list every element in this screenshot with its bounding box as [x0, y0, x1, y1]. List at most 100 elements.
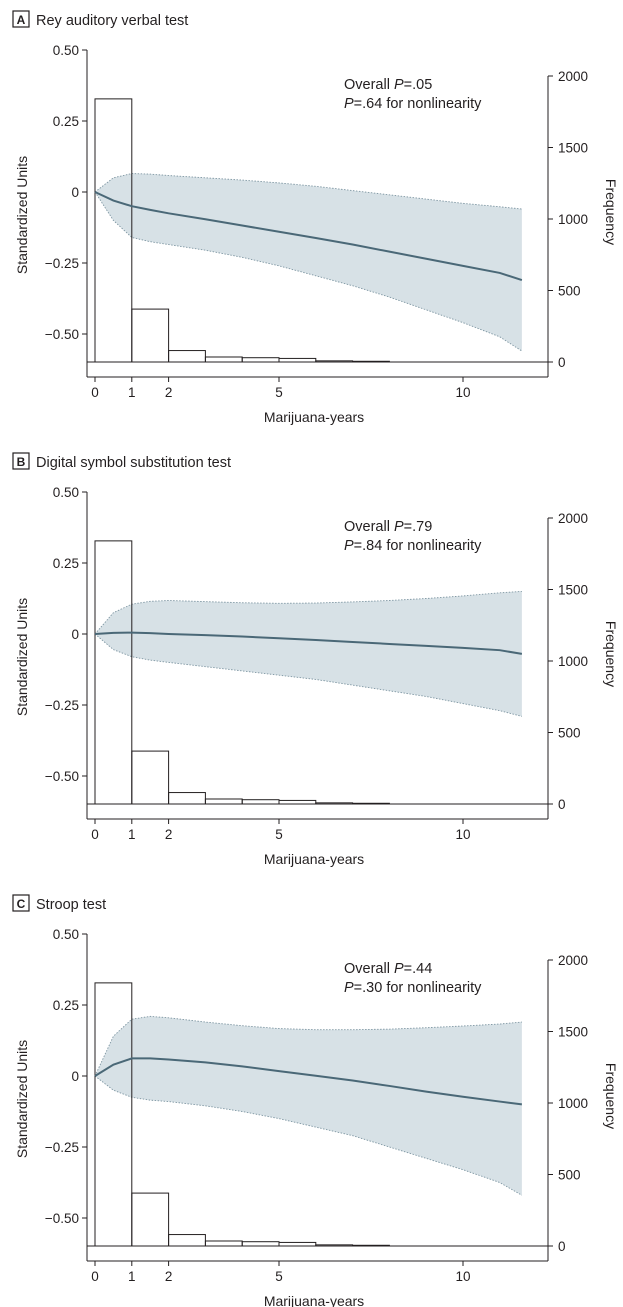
panel-title: Stroop test: [36, 897, 106, 913]
histogram-bar: [94, 982, 133, 1247]
x-tick-label: 1: [128, 385, 136, 400]
p-symbol: P: [394, 77, 404, 93]
y2-tick-label: 2000: [558, 511, 588, 526]
panel-title: Rey auditory verbal test: [36, 13, 188, 29]
histogram-bar: [168, 350, 206, 363]
x-tick-label: 0: [91, 1269, 99, 1284]
y2-axis-title: Frequency: [603, 621, 619, 687]
y-tick-label: 0: [71, 1069, 79, 1084]
histogram-bar: [94, 540, 133, 805]
histogram-bar: [241, 357, 280, 363]
y2-tick-label: 1500: [558, 141, 588, 156]
confidence-band: [95, 591, 522, 717]
overall-p-annotation: Overall P=.79: [344, 519, 432, 535]
chart-panel-b: B Digital symbol substitution test −0.50 −0…: [12, 452, 619, 867]
confidence-upper-bound: [94, 173, 522, 210]
histogram-bar: [168, 1234, 206, 1247]
p-symbol: P: [394, 961, 404, 977]
y2-tick-label: 500: [558, 1168, 581, 1183]
nonlinearity-p-value: =.30 for nonlinearity: [354, 980, 483, 996]
annotation-prefix: Overall: [344, 519, 394, 535]
y2-tick-label: 1000: [558, 212, 588, 227]
y2-tick-label: 1500: [558, 1025, 588, 1040]
confidence-band: [95, 173, 522, 352]
confidence-upper-bound: [94, 1015, 522, 1077]
overall-p-annotation: Overall P=.44: [344, 961, 432, 977]
panel-letter: B: [17, 455, 26, 469]
y-axis-title: Standardized Units: [14, 598, 30, 716]
x-axis-title: Marijuana-years: [264, 409, 364, 425]
overall-p-annotation: Overall P=.05: [344, 77, 432, 93]
y-tick-label: −0.50: [45, 1211, 79, 1226]
y2-tick-label: 1000: [558, 1096, 588, 1111]
x-tick-label: 2: [165, 385, 173, 400]
y2-tick-label: 2000: [558, 953, 588, 968]
annotation-prefix: Overall: [344, 77, 394, 93]
nonlinearity-p-annotation: P=.64 for nonlinearity: [344, 96, 482, 112]
nonlinearity-p-value: =.64 for nonlinearity: [354, 96, 483, 112]
y2-tick-label: 500: [558, 284, 581, 299]
histogram-bar: [241, 1241, 280, 1247]
panel-title: Digital symbol substitution test: [36, 455, 231, 471]
x-tick-label: 10: [455, 827, 470, 842]
nonlinearity-p-value: =.84 for nonlinearity: [354, 538, 483, 554]
y-tick-label: −0.25: [45, 256, 79, 271]
y-tick-label: 0.50: [53, 43, 79, 58]
y2-tick-label: 0: [558, 355, 566, 370]
y-tick-label: 0.50: [53, 485, 79, 500]
histogram-bar: [131, 1192, 170, 1247]
y-tick-label: 0.25: [53, 556, 79, 571]
y2-tick-label: 1000: [558, 654, 588, 669]
estimate-line: [94, 1057, 523, 1106]
nonlinearity-p-annotation: P=.84 for nonlinearity: [344, 538, 482, 554]
histogram-bar: [241, 799, 280, 805]
panel-letter-box: [12, 452, 30, 470]
y2-axis-title: Frequency: [603, 1063, 619, 1129]
x-tick-label: 1: [128, 827, 136, 842]
confidence-lower-bound: [94, 633, 522, 717]
chart-panel-a: A Rey auditory verbal test −0.50 −0.25 0 0.25…: [12, 10, 619, 425]
y2-tick-label: 0: [558, 797, 566, 812]
x-tick-label: 10: [455, 385, 470, 400]
x-axis-title: Marijuana-years: [264, 1293, 364, 1307]
histogram-bar: [204, 798, 243, 805]
panel-letter-box: [12, 894, 30, 912]
x-tick-label: 5: [275, 1269, 283, 1284]
nonlinearity-p-annotation: P=.30 for nonlinearity: [344, 980, 482, 996]
panel-letter: C: [17, 897, 26, 911]
histogram-bar: [278, 1241, 317, 1247]
p-symbol: P: [344, 980, 354, 996]
p-symbol: P: [344, 538, 354, 554]
y-tick-label: 0.25: [53, 998, 79, 1013]
y-tick-label: 0.50: [53, 927, 79, 942]
panel-letter-box: [12, 10, 30, 28]
histogram-bar: [168, 792, 206, 805]
p-symbol: P: [344, 96, 354, 112]
histogram-bar: [278, 357, 317, 363]
x-tick-label: 10: [455, 1269, 470, 1284]
confidence-band: [95, 1016, 522, 1196]
y-axis-title: Standardized Units: [14, 1040, 30, 1158]
estimate-line: [94, 631, 523, 655]
y-tick-label: 0.25: [53, 114, 79, 129]
p-symbol: P: [394, 519, 404, 535]
x-tick-label: 5: [275, 385, 283, 400]
y-tick-label: 0: [71, 185, 79, 200]
y-tick-label: −0.25: [45, 698, 79, 713]
estimate-line: [94, 191, 523, 281]
y-tick-label: −0.50: [45, 327, 79, 342]
y2-tick-label: 2000: [558, 69, 588, 84]
y2-tick-label: 1500: [558, 583, 588, 598]
panel-letter: A: [17, 13, 26, 27]
chart-panel-c: C Stroop test −0.50 −0.25 0 0.25 0.50 0 500 1000 1…: [12, 894, 619, 1307]
annotation-prefix: Overall: [344, 961, 394, 977]
overall-p-value: =.05: [404, 77, 433, 93]
histogram-bar: [278, 799, 317, 805]
y-tick-label: 0: [71, 627, 79, 642]
histogram-bar: [131, 750, 170, 805]
confidence-lower-bound: [94, 1075, 523, 1196]
y-axis-title: Standardized Units: [14, 156, 30, 274]
histogram-bar: [204, 1240, 243, 1247]
x-tick-label: 2: [165, 1269, 173, 1284]
